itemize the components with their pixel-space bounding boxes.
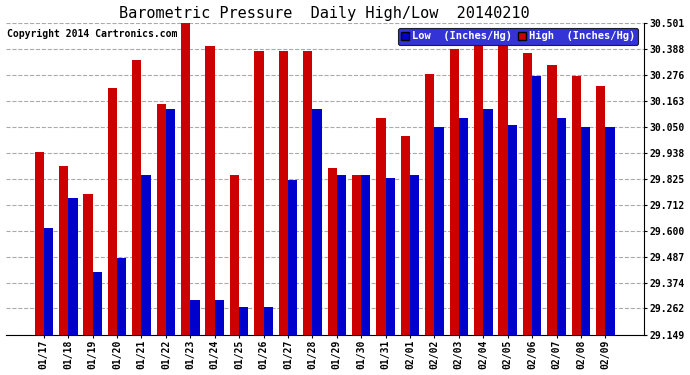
Bar: [435, 127, 444, 334]
Bar: [523, 53, 532, 334]
Bar: [108, 88, 117, 334]
Bar: [59, 166, 68, 334]
Bar: [401, 136, 410, 334]
Bar: [303, 51, 313, 334]
Bar: [557, 118, 566, 334]
Title: Barometric Pressure  Daily High/Low  20140210: Barometric Pressure Daily High/Low 20140…: [119, 6, 530, 21]
Legend: Low  (Inches/Hg), High  (Inches/Hg): Low (Inches/Hg), High (Inches/Hg): [398, 28, 638, 45]
Bar: [157, 104, 166, 334]
Bar: [34, 152, 44, 334]
Bar: [44, 228, 53, 334]
Bar: [596, 86, 605, 334]
Bar: [117, 258, 126, 334]
Bar: [255, 51, 264, 334]
Bar: [83, 194, 92, 334]
Bar: [92, 272, 102, 334]
Bar: [376, 118, 386, 334]
Bar: [230, 176, 239, 334]
Bar: [459, 118, 468, 334]
Bar: [547, 65, 557, 335]
Bar: [362, 176, 371, 334]
Bar: [425, 74, 435, 334]
Bar: [288, 180, 297, 334]
Bar: [279, 51, 288, 334]
Bar: [483, 109, 493, 334]
Bar: [572, 76, 581, 334]
Bar: [313, 109, 322, 334]
Bar: [337, 176, 346, 334]
Bar: [239, 307, 248, 334]
Bar: [132, 60, 141, 334]
Bar: [190, 300, 199, 334]
Bar: [206, 46, 215, 334]
Bar: [508, 124, 517, 334]
Bar: [68, 198, 77, 334]
Bar: [450, 49, 459, 334]
Bar: [474, 46, 483, 334]
Bar: [605, 127, 615, 334]
Bar: [181, 23, 190, 334]
Bar: [410, 176, 420, 334]
Text: Copyright 2014 Cartronics.com: Copyright 2014 Cartronics.com: [7, 29, 177, 39]
Bar: [532, 76, 542, 334]
Bar: [215, 300, 224, 334]
Bar: [352, 176, 362, 334]
Bar: [581, 127, 590, 334]
Bar: [386, 178, 395, 334]
Bar: [328, 168, 337, 334]
Bar: [264, 307, 273, 334]
Bar: [166, 109, 175, 334]
Bar: [141, 176, 151, 334]
Bar: [498, 46, 508, 334]
